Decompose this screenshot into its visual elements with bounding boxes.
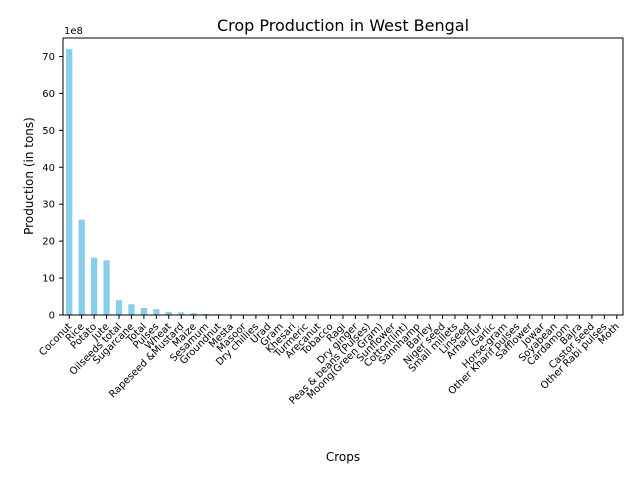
- bar: [203, 313, 210, 315]
- y-tick-label: 20: [42, 237, 55, 248]
- x-axis-label: Crops: [326, 450, 360, 464]
- y-tick-label: 0: [49, 311, 55, 322]
- plot-area-frame: [62, 37, 624, 316]
- y-axis-offset-text: 1e8: [64, 26, 83, 37]
- y-axis-label: Production (in tons): [22, 117, 36, 235]
- y-tick-label: 40: [42, 163, 55, 174]
- bar: [153, 309, 160, 315]
- y-tick-label: 70: [42, 52, 55, 63]
- bar: [190, 313, 197, 315]
- bar: [103, 260, 110, 315]
- bar: [140, 307, 147, 315]
- bar: [178, 312, 185, 315]
- chart-title: Crop Production in West Bengal: [217, 16, 469, 35]
- y-tick-label: 30: [42, 200, 55, 211]
- bar: [165, 312, 172, 315]
- bar: [66, 49, 73, 315]
- bar: [128, 304, 135, 315]
- bar: [91, 257, 98, 315]
- y-axis-ticks: 0 10 20 30 40 50 60 70: [42, 52, 63, 322]
- bars-group: [66, 49, 583, 315]
- bar: [115, 300, 123, 315]
- y-tick-label: 50: [42, 126, 55, 137]
- bar: [78, 219, 85, 315]
- y-tick-label: 60: [42, 89, 55, 100]
- y-tick-label: 10: [42, 274, 55, 285]
